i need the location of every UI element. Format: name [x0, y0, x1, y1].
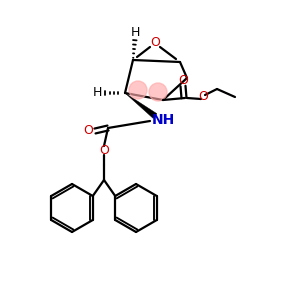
Circle shape [149, 83, 167, 101]
Text: O: O [99, 145, 109, 158]
Text: O: O [198, 91, 208, 103]
Text: O: O [178, 74, 188, 86]
Text: H: H [92, 86, 102, 100]
Text: O: O [83, 124, 93, 137]
Text: O: O [150, 35, 160, 49]
Polygon shape [125, 93, 157, 118]
Text: NH: NH [152, 113, 175, 127]
Circle shape [129, 81, 147, 99]
Text: H: H [130, 26, 140, 38]
